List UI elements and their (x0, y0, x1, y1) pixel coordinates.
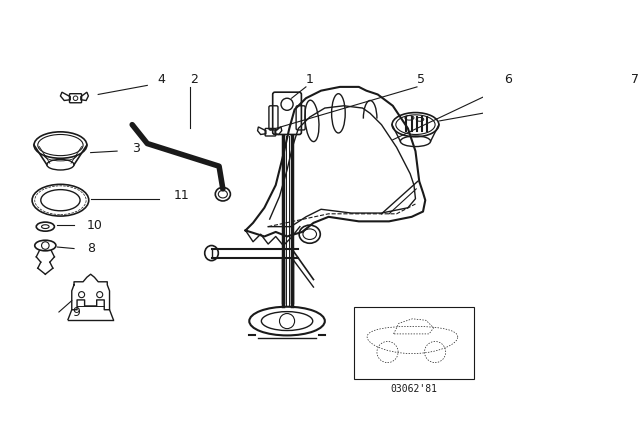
Text: 2: 2 (190, 73, 198, 86)
Text: 8: 8 (87, 242, 95, 255)
Text: 03062'81: 03062'81 (390, 384, 438, 394)
Text: 9: 9 (72, 306, 79, 319)
Text: 10: 10 (87, 219, 103, 232)
Text: 4: 4 (157, 73, 165, 86)
Text: 11: 11 (173, 189, 189, 202)
Text: 7: 7 (631, 73, 639, 86)
Text: 6: 6 (504, 73, 513, 86)
Text: 5: 5 (417, 73, 425, 86)
Text: 3: 3 (132, 142, 140, 155)
Bar (353, 307, 474, 379)
Text: 1: 1 (306, 73, 314, 86)
